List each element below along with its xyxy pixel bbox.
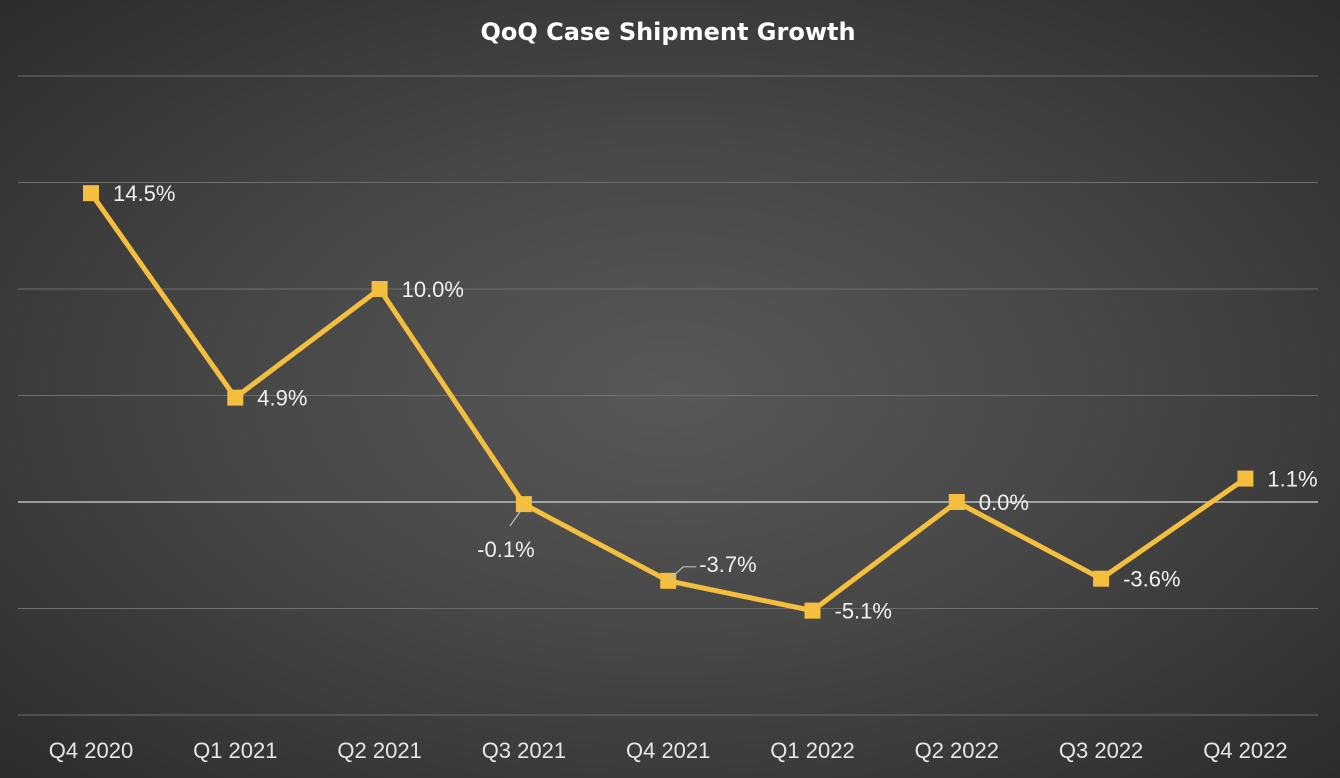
x-tick-label: Q4 2022 xyxy=(1203,738,1287,763)
x-tick-label: Q2 2022 xyxy=(915,738,999,763)
data-label: -3.7% xyxy=(699,552,756,577)
x-tick-label: Q4 2021 xyxy=(626,738,710,763)
data-label: 10.0% xyxy=(402,277,464,302)
data-point xyxy=(227,389,244,406)
leader-line xyxy=(669,566,697,580)
data-label: -0.1% xyxy=(477,537,534,562)
x-tick-label: Q2 2021 xyxy=(337,738,421,763)
leader-line xyxy=(509,508,523,527)
data-point xyxy=(371,281,388,297)
data-point xyxy=(83,185,99,202)
x-tick-label: Q1 2022 xyxy=(770,738,854,763)
x-tick-label: Q3 2021 xyxy=(482,738,566,763)
data-point xyxy=(804,602,821,619)
data-point xyxy=(515,496,532,513)
data-point xyxy=(1237,470,1254,487)
data-label: -5.1% xyxy=(835,599,892,624)
x-tick-label: Q1 2021 xyxy=(193,738,277,763)
data-label: 1.1% xyxy=(1267,467,1317,492)
data-label: 14.5% xyxy=(113,181,175,206)
data-label: -3.6% xyxy=(1123,567,1180,592)
data-label: 0.0% xyxy=(979,490,1029,515)
x-tick-label: Q4 2020 xyxy=(49,738,133,763)
data-point xyxy=(948,494,965,510)
data-point xyxy=(1093,570,1110,587)
chart-title: QoQ Case Shipment Growth xyxy=(480,18,855,46)
data-label: 4.9% xyxy=(257,386,307,411)
x-tick-label: Q3 2022 xyxy=(1059,738,1143,763)
